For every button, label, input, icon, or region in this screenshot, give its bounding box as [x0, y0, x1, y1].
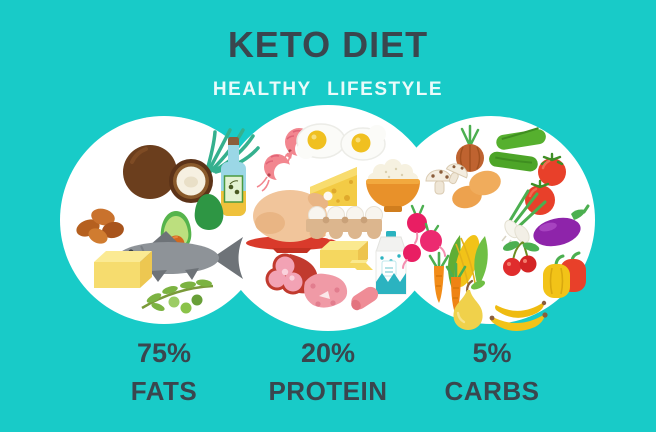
almonds-icon [76, 208, 124, 244]
cherries-icon [502, 241, 540, 276]
egg-tray-icon [306, 206, 383, 239]
meat-fillet-icon [304, 273, 348, 308]
carrots-icon [428, 251, 467, 315]
carbs-percent: 5% [472, 338, 512, 368]
carbs-label-group: 5% CARBS [392, 338, 592, 407]
mushrooms-icon [425, 163, 468, 195]
milk-carton-icon [375, 231, 407, 295]
page-subtitle: HEALTHY LIFESTYLE [212, 79, 444, 100]
radishes-icon [402, 204, 446, 269]
bananas-icon [489, 300, 548, 331]
protein-label: PROTEIN [268, 376, 388, 406]
page-title: KETO DIET [227, 24, 429, 65]
potatoes-icon [452, 170, 501, 209]
eggplant-icon [533, 204, 590, 247]
coconut-icon [123, 145, 213, 203]
bell-pepper-icon [543, 251, 586, 298]
tomato-icon [525, 152, 566, 215]
protein-items [246, 123, 420, 311]
fats-percent: 75% [136, 338, 192, 368]
pear-icon [453, 279, 486, 330]
onion-icon [456, 124, 484, 172]
porridge-bowl-icon [366, 159, 420, 212]
carbs-label: CARBS [444, 376, 540, 406]
ham-leg-icon [265, 253, 327, 295]
butter-stick-icon [320, 241, 373, 270]
sausage-icon [351, 286, 379, 311]
cucumber-icon [489, 127, 546, 172]
butter-icon [94, 251, 152, 288]
carbs-items [402, 124, 590, 331]
olive-oil-bottle-icon [221, 137, 246, 216]
olive-branch-icon [141, 279, 214, 314]
fats-label: FATS [130, 376, 198, 406]
fats-label-group: 75% FATS [64, 338, 264, 407]
fats-items [76, 128, 260, 314]
protein-percent: 20% [300, 338, 356, 368]
protein-label-group: 20% PROTEIN [228, 338, 428, 407]
fried-eggs-icon [296, 123, 386, 161]
